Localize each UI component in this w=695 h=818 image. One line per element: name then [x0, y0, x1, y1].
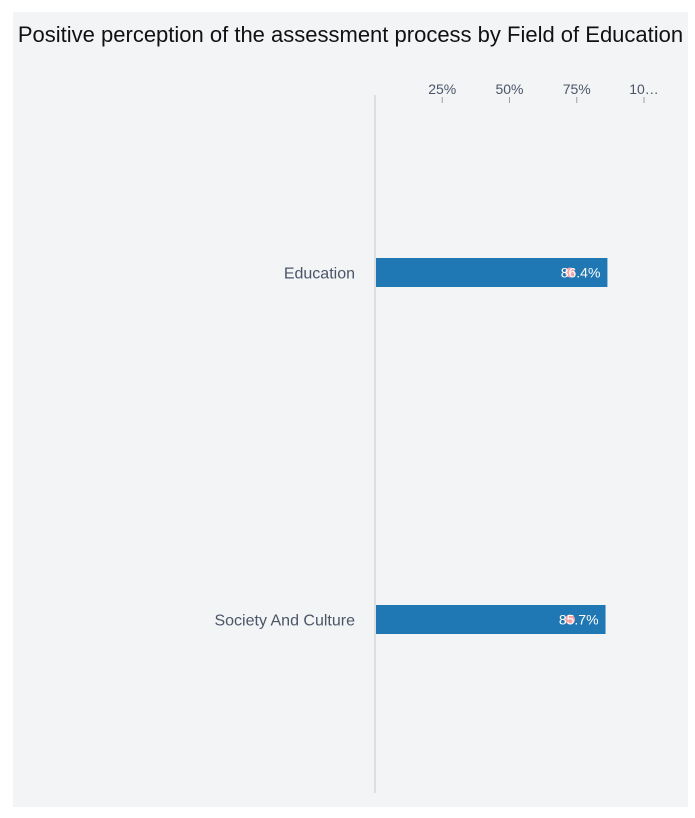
bar-value-label: 86.4% — [561, 265, 601, 281]
axis-layer: 25% 50% 75% 10… — [374, 81, 659, 793]
label-layer: 86.4% Education 85.7% Society And Culture — [214, 265, 600, 630]
bar-value-label: 85.7% — [559, 612, 599, 628]
x-tick-label: 50% — [495, 81, 523, 97]
x-tick-label: 75% — [563, 81, 591, 97]
chart-title: Positive perception of the assessment pr… — [17, 22, 684, 47]
bar-marker-dot — [565, 614, 576, 625]
category-label: Education — [284, 266, 355, 283]
bar-layer — [376, 258, 608, 634]
category-label: Society And Culture — [214, 613, 355, 630]
x-tick-label: 10… — [629, 81, 659, 97]
chart-panel — [13, 12, 688, 807]
bar-marker-dot — [565, 267, 576, 278]
x-tick-label: 25% — [428, 81, 456, 97]
